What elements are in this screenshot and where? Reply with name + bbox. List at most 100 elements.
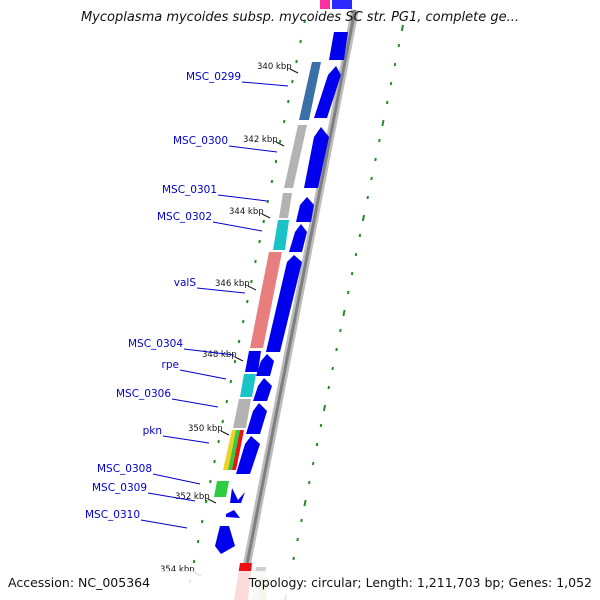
- gc-dot: [393, 62, 397, 67]
- gc-dot: [282, 119, 286, 124]
- gene-block-msc0308: [214, 481, 229, 497]
- genome-summary: Topology: circular; Length: 1,211,703 bp…: [248, 575, 592, 590]
- gc-dot: [366, 195, 369, 200]
- kbp-tick-mark: [234, 356, 244, 362]
- kbp-tick-label: 352 kbp: [175, 492, 210, 502]
- gene-label-pkn[interactable]: pkn: [143, 425, 162, 437]
- gc-dot: [346, 290, 350, 295]
- gene-label-msc-0299[interactable]: MSC_0299: [186, 71, 241, 83]
- gene-block-vals: [250, 252, 282, 348]
- gc-dot: [254, 259, 257, 264]
- gene-block-magenta: [320, 0, 330, 9]
- gene-label-vals[interactable]: valS: [174, 277, 197, 289]
- kbp-tick-label: 348 kbp: [202, 350, 237, 360]
- footer-background: [0, 571, 600, 600]
- gc-dot: [374, 157, 377, 162]
- cds-arrow: [230, 488, 245, 503]
- gc-dot: [370, 176, 373, 181]
- gc-dot: [295, 59, 298, 64]
- gene-label-msc-0301[interactable]: MSC_0301: [162, 184, 217, 196]
- gc-dot: [287, 99, 290, 104]
- gc-dot: [213, 459, 216, 464]
- gene-label-msc-0309[interactable]: MSC_0309: [92, 482, 147, 494]
- gene-block-rpe: [240, 374, 256, 397]
- cds-arrow: [314, 66, 341, 118]
- gc-dot: [292, 556, 295, 561]
- gc-dot: [200, 519, 204, 524]
- gc-dot: [327, 385, 330, 390]
- gene-leader-line: [140, 519, 188, 529]
- cds-arrow: [256, 354, 274, 376]
- gene-block-pkn-green: [228, 430, 240, 470]
- gene-label-msc-0300[interactable]: MSC_0300: [173, 135, 228, 147]
- kbp-tick-mark: [289, 68, 299, 74]
- cds-arrow: [296, 197, 314, 222]
- gene-label-msc-0302[interactable]: MSC_0302: [157, 211, 212, 223]
- cds-arrow: [246, 403, 267, 434]
- gc-dot: [389, 81, 393, 86]
- gc-dot: [250, 279, 253, 284]
- gc-dot: [196, 539, 200, 544]
- gene-block-msc0299: [299, 62, 321, 120]
- gene-leader-line: [179, 369, 227, 380]
- gc-dot: [350, 271, 354, 276]
- cds-arrow: [304, 127, 329, 188]
- cds-ring: [215, 32, 348, 554]
- kbp-tick-label: 340 kbp: [257, 62, 292, 72]
- gc-dot: [311, 461, 315, 466]
- gc-dot: [233, 359, 237, 364]
- gene-leader-line: [147, 492, 196, 502]
- backbone: [236, 9, 359, 600]
- gc-dot: [229, 379, 233, 384]
- gc-dot: [217, 439, 220, 444]
- gc-dot: [315, 442, 319, 447]
- gene-label-msc-0310[interactable]: MSC_0310: [85, 509, 140, 521]
- kbp-tick-mark: [207, 498, 217, 504]
- map-title: Mycoplasma mycoides subsp. mycoides SC s…: [80, 10, 520, 25]
- gene-label-msc-0306[interactable]: MSC_0306: [116, 388, 171, 400]
- gc-dot: [319, 423, 323, 428]
- gc-dot: [221, 419, 224, 424]
- gc-dot: [303, 19, 306, 24]
- kbp-tick-mark: [247, 285, 257, 291]
- gene-label-msc-0304[interactable]: MSC_0304: [128, 338, 183, 350]
- gc-dot: [354, 252, 358, 257]
- gc-dot: [300, 518, 303, 523]
- kbp-tick-mark: [261, 213, 271, 219]
- gc-dot: [303, 499, 307, 507]
- gc-dot: [266, 199, 270, 204]
- gc-dot: [192, 559, 196, 564]
- gc-dot: [262, 219, 265, 224]
- cds-arrow: [236, 436, 260, 474]
- gene-leader-line: [183, 348, 235, 356]
- gc-dot: [400, 24, 404, 32]
- gc-dot: [209, 479, 212, 484]
- gc-dot: [335, 347, 338, 352]
- gene-leader-line: [196, 287, 246, 294]
- gc-dot: [381, 119, 385, 127]
- gc-dot: [296, 537, 299, 542]
- gc-dot: [225, 399, 229, 404]
- gc-dot: [291, 79, 294, 84]
- gene-label-rpe[interactable]: rpe: [162, 359, 179, 371]
- kbp-tick-mark: [275, 141, 285, 147]
- gene-block-pkn-yellow: [223, 430, 236, 470]
- gc-dot: [322, 404, 327, 412]
- cds-arrow: [289, 224, 307, 252]
- gc-dot: [270, 179, 274, 184]
- gc-dot: [342, 309, 346, 317]
- cds-arrow: [215, 526, 235, 554]
- gc-dot: [331, 366, 334, 371]
- gene-leader-line: [228, 145, 278, 153]
- cds-arrow: [253, 378, 272, 401]
- gene-block-msc0306: [233, 399, 251, 428]
- gene-block-msc0300: [284, 125, 307, 188]
- gc-track-outer: [284, 24, 404, 600]
- gc-dot: [308, 480, 311, 485]
- gc-dot: [205, 499, 208, 504]
- gene-label-msc-0308[interactable]: MSC_0308: [97, 463, 152, 475]
- gene-labels: MSC_0299 MSC_0300 MSC_0301 MSC_0302 valS MSC_…: [85, 71, 289, 529]
- kbp-tick-mark: [220, 430, 230, 436]
- kbp-tick-label: 342 kbp: [243, 135, 278, 145]
- gc-dot: [278, 139, 282, 144]
